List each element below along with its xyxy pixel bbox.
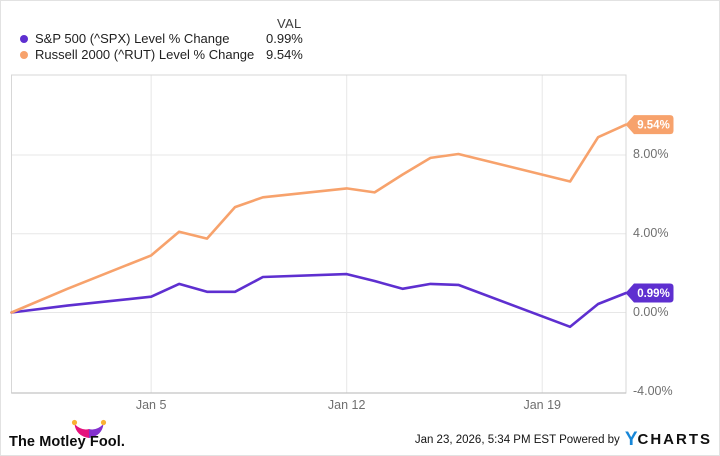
y-tick-label: 0.00%	[633, 304, 669, 319]
legend-dot-icon	[20, 35, 28, 43]
y-tick-label: 4.00%	[633, 226, 669, 241]
ycharts-wordmark: CHARTS	[637, 431, 712, 448]
timestamp-text: Jan 23, 2026, 5:34 PM EST Powered by	[414, 434, 620, 446]
series-line	[10, 123, 628, 314]
motley-fool-logo-text: The Motley Fool.	[9, 434, 125, 450]
attribution: Jan 23, 2026, 5:34 PM EST Powered by Y C…	[414, 429, 712, 450]
legend-row: S&P 500 (^SPX) Level % Change 0.99%	[1, 31, 719, 47]
value-tag-label: 0.99%	[637, 288, 670, 300]
legend-series-label: Russell 2000 (^RUT) Level % Change	[35, 47, 255, 62]
y-tick-label: 8.00%	[633, 147, 669, 162]
x-tick-label: Jan 5	[135, 398, 167, 412]
legend-row: Russell 2000 (^RUT) Level % Change 9.54%	[1, 47, 719, 63]
legend-val-header: VAL	[277, 16, 302, 31]
legend-series-value: 0.99%	[266, 31, 303, 46]
x-tick-label: Jan 19	[523, 398, 561, 412]
value-tag-label: 9.54%	[637, 120, 670, 132]
value-tag	[625, 283, 674, 303]
x-tick-label: Jan 12	[327, 398, 366, 412]
legend-series-value: 9.54%	[266, 47, 303, 62]
value-tag	[625, 115, 674, 135]
legend-dot-icon	[20, 51, 28, 59]
y-tick-label: -4.00%	[633, 383, 673, 398]
ycharts-logo: Y CHARTS	[624, 429, 712, 450]
legend: VAL S&P 500 (^SPX) Level % Change 0.99% Ru…	[1, 1, 719, 67]
jester-hat-icon	[71, 419, 107, 438]
series-line	[10, 272, 628, 329]
ycharts-y-glyph: Y	[624, 429, 638, 450]
legend-series-label: S&P 500 (^SPX) Level % Change	[35, 31, 230, 46]
